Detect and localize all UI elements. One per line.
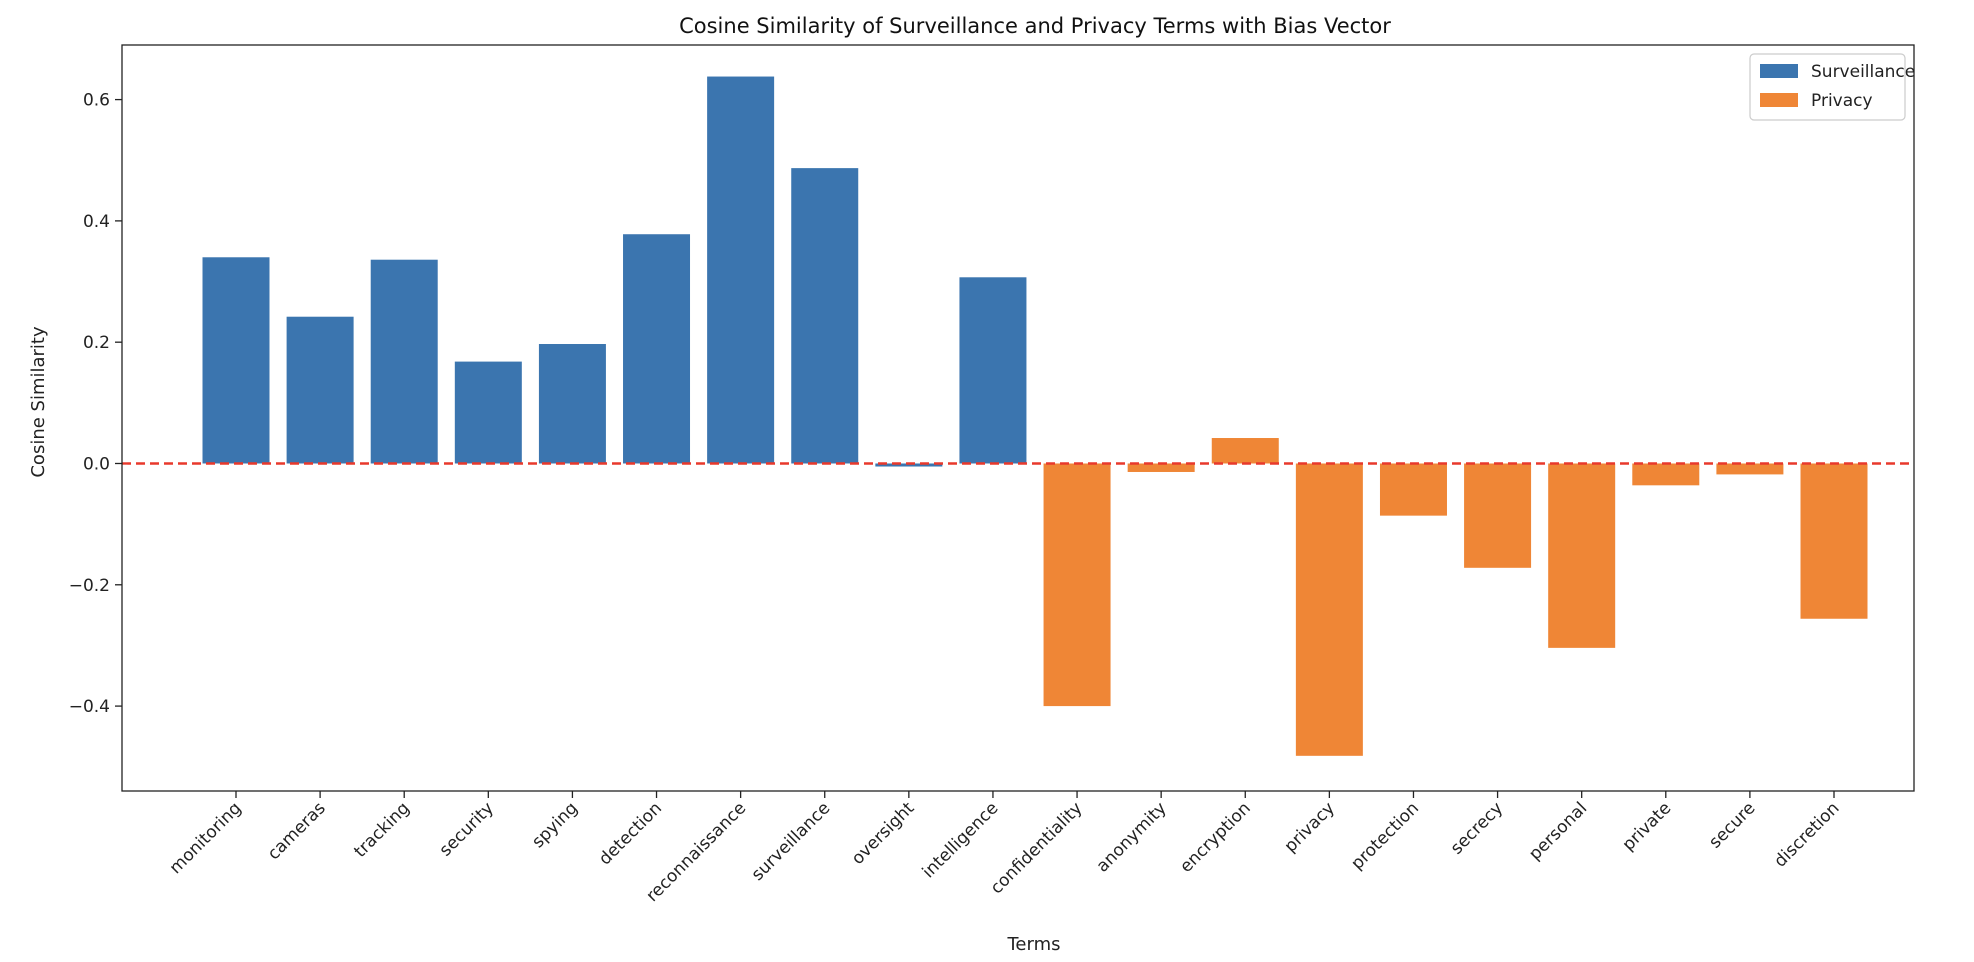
bar-tracking	[370, 259, 438, 464]
y-tick-label: −0.4	[69, 697, 110, 717]
bar-protection	[1379, 463, 1447, 516]
x-tick-label-protection: protection	[1347, 798, 1423, 874]
legend-label-privacy: Privacy	[1811, 91, 1873, 111]
legend-swatch-surveillance	[1760, 64, 1798, 78]
bar-secrecy	[1464, 463, 1532, 568]
bar-cameras	[286, 316, 354, 464]
bar-spying	[538, 344, 606, 464]
x-tick-label-spying: spying	[528, 798, 582, 852]
x-tick-label-tracking: tracking	[350, 798, 413, 861]
bar-surveillance	[791, 168, 859, 464]
x-tick-label-intelligence: intelligence	[919, 798, 1003, 882]
x-tick-label-anonymity: anonymity	[1093, 798, 1171, 876]
x-tick-label-security: security	[436, 798, 498, 860]
legend-swatch-privacy	[1760, 93, 1798, 107]
bar-privacy	[1295, 463, 1363, 756]
legend: Surveillance Privacy	[1749, 53, 1915, 121]
bar-anonymity	[1127, 463, 1195, 472]
x-tick-label-confidentiality: confidentiality	[987, 798, 1087, 898]
y-axis-ticks: −0.4 −0.2 0.0 0.2 0.4 0.6	[69, 91, 122, 717]
x-axis-ticks: monitoring cameras tracking security spying d…	[166, 791, 1844, 906]
y-tick-label: 0.0	[83, 454, 110, 474]
y-tick-label: −0.2	[69, 576, 110, 596]
plot-area-frame	[121, 44, 1915, 792]
x-tick-label-private: private	[1619, 798, 1676, 855]
x-tick-label-discretion: discretion	[1770, 798, 1843, 871]
x-tick-label-monitoring: monitoring	[166, 798, 246, 878]
bar-detection	[623, 234, 691, 464]
bar-security	[454, 361, 522, 464]
bars-layer	[202, 76, 1868, 756]
chart-title: Cosine Similarity of Surveillance and Pr…	[679, 14, 1391, 38]
bar-private	[1632, 463, 1700, 486]
bar-discretion	[1800, 463, 1868, 619]
bar-reconnaissance	[707, 76, 775, 464]
bar-oversight	[875, 463, 943, 467]
x-tick-label-secrecy: secrecy	[1447, 798, 1507, 858]
y-tick-label: 0.4	[83, 212, 110, 232]
x-tick-label-cameras: cameras	[264, 798, 330, 864]
bar-personal	[1548, 463, 1616, 648]
x-tick-label-secure: secure	[1705, 798, 1759, 852]
x-tick-label-surveillance: surveillance	[748, 798, 834, 884]
y-axis-label: Cosine Similarity	[28, 326, 49, 478]
y-tick-label: 0.2	[83, 333, 110, 353]
bar-confidentiality	[1043, 463, 1111, 707]
bar-intelligence	[959, 277, 1027, 464]
x-axis-label: Terms	[1006, 934, 1060, 955]
bar-secure	[1716, 463, 1784, 475]
y-tick-label: 0.6	[83, 91, 110, 111]
x-tick-label-privacy: privacy	[1281, 798, 1339, 856]
x-tick-label-oversight: oversight	[848, 798, 919, 869]
bar-monitoring	[202, 257, 270, 464]
bar-encryption	[1211, 438, 1279, 464]
x-tick-label-detection: detection	[595, 798, 666, 869]
x-tick-label-encryption: encryption	[1176, 798, 1254, 876]
legend-label-surveillance: Surveillance	[1811, 62, 1915, 82]
x-tick-label-personal: personal	[1525, 798, 1591, 864]
